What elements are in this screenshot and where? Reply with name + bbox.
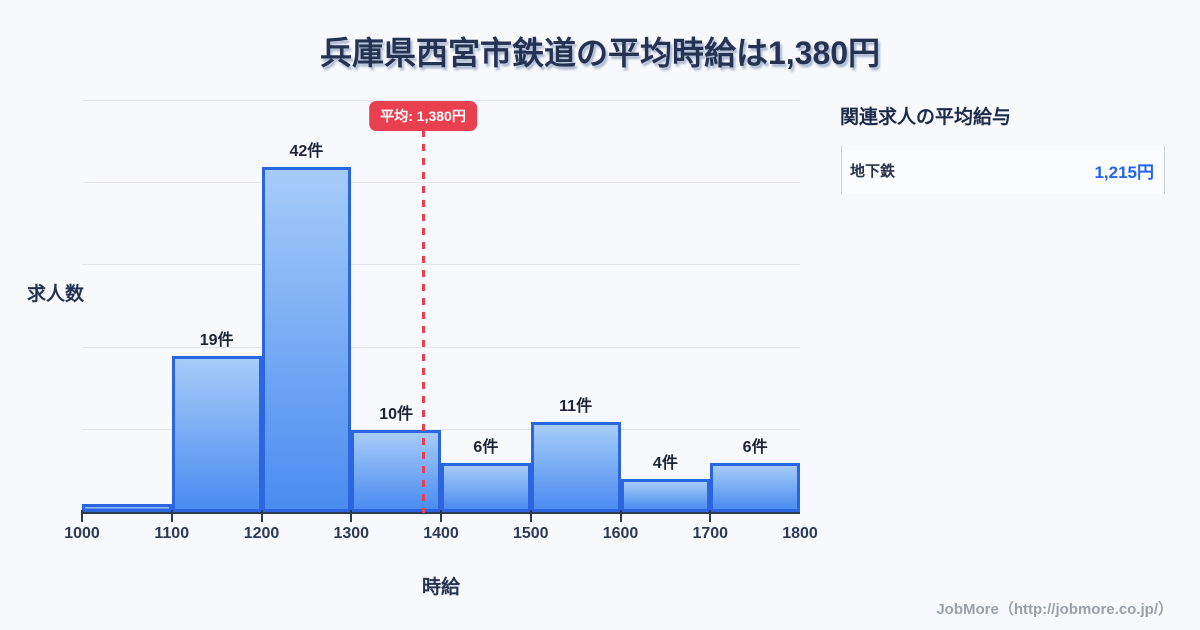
related-job-value: 1,215円 bbox=[1094, 162, 1154, 182]
histogram-bar bbox=[530, 421, 621, 512]
histogram-bar bbox=[710, 462, 800, 512]
x-tick-label: 1000 bbox=[64, 525, 100, 542]
x-tick bbox=[709, 510, 712, 522]
bar-count-label: 19件 bbox=[199, 331, 234, 349]
x-axis-label: 時給 bbox=[421, 577, 461, 598]
x-tick bbox=[619, 510, 622, 522]
x-tick-label: 1200 bbox=[243, 525, 280, 542]
credit-text: JobMore（http://jobmore.co.jp/） bbox=[936, 601, 1173, 618]
histogram-bar bbox=[441, 462, 531, 512]
histogram-bar bbox=[261, 166, 352, 512]
x-tick bbox=[529, 510, 532, 522]
related-job-name: 地下鉄 bbox=[850, 162, 896, 180]
page-title: 兵庫県西宮市鉄道の平均時給は1,380円 bbox=[319, 35, 881, 71]
related-jobs-heading: 関連求人の平均給与 bbox=[840, 107, 1012, 128]
x-tick-label: 1600 bbox=[602, 525, 639, 542]
bar-count-label: 11件 bbox=[559, 397, 593, 415]
bar-count-label: 10件 bbox=[379, 405, 414, 423]
bar-count-label: 42件 bbox=[289, 142, 324, 160]
average-badge: 平均: 1,380円 bbox=[369, 101, 477, 131]
x-tick bbox=[350, 510, 353, 522]
histogram-bar bbox=[171, 355, 262, 512]
x-tick-label: 1700 bbox=[692, 525, 729, 542]
x-tick-label: 1400 bbox=[423, 525, 459, 542]
bar-count-label: 4件 bbox=[652, 455, 678, 473]
histogram-plot-area: 平均: 1,380円 19件 42件 10件 6件 11件 4件 6件 1000 1100 120… bbox=[64, 100, 818, 542]
x-tick-label: 1800 bbox=[782, 525, 818, 542]
x-tick bbox=[170, 510, 173, 522]
x-tick bbox=[440, 510, 442, 522]
histogram-bar bbox=[82, 503, 172, 512]
x-tick bbox=[81, 510, 83, 522]
bar-count-label: 6件 bbox=[473, 438, 499, 456]
related-job-row: 地下鉄 1,215円 bbox=[841, 146, 1165, 194]
bar-count-label: 6件 bbox=[742, 438, 768, 456]
gridline bbox=[82, 428, 800, 430]
x-tick bbox=[260, 510, 263, 522]
histogram-bar bbox=[351, 429, 441, 512]
x-tick-label: 1500 bbox=[512, 525, 549, 542]
x-tick-label: 1100 bbox=[154, 525, 190, 542]
gridline bbox=[82, 346, 800, 348]
average-line bbox=[421, 130, 425, 513]
y-axis-label: 求人数 bbox=[27, 284, 85, 305]
gridline bbox=[82, 182, 800, 184]
gridline bbox=[82, 100, 800, 101]
histogram-bar bbox=[620, 479, 711, 512]
gridline bbox=[82, 264, 800, 266]
x-tick-label: 1300 bbox=[333, 525, 370, 542]
